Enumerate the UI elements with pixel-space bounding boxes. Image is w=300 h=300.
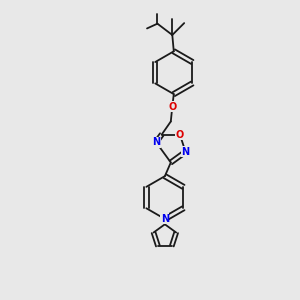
Text: N: N (161, 214, 169, 224)
Text: O: O (176, 130, 184, 140)
Text: O: O (168, 102, 176, 112)
Text: N: N (152, 137, 160, 147)
Text: N: N (182, 147, 190, 157)
